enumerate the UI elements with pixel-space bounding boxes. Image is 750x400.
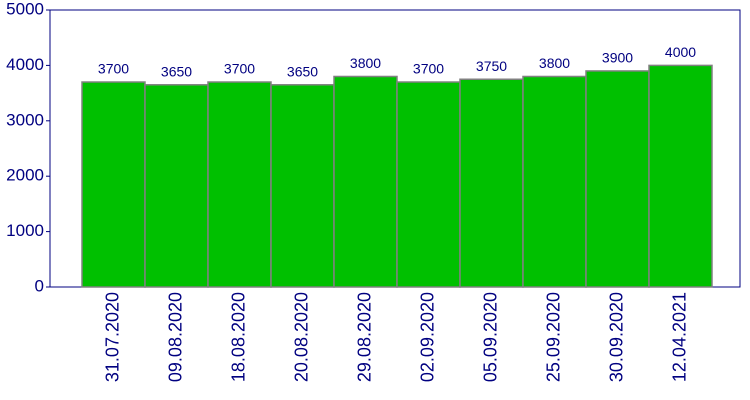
value-label: 3700 (413, 61, 444, 77)
y-tick-label: 3000 (6, 110, 44, 129)
bar (522, 75, 587, 288)
bar (144, 84, 209, 288)
bar (396, 81, 461, 288)
value-label: 3800 (350, 55, 381, 71)
x-tick-label: 20.08.2020 (291, 292, 311, 382)
x-tick-label: 18.08.2020 (228, 292, 248, 382)
value-label: 3900 (602, 50, 633, 66)
value-label: 3650 (161, 63, 192, 79)
x-tick-label: 30.09.2020 (606, 292, 626, 382)
x-tick-label: 31.07.2020 (102, 292, 122, 382)
bar (459, 78, 524, 288)
y-tick-label: 5000 (6, 0, 44, 18)
value-label: 3800 (539, 55, 570, 71)
bar (648, 64, 713, 288)
y-tick-label: 4000 (6, 55, 44, 74)
bar (81, 81, 146, 288)
x-tick-label: 29.08.2020 (354, 292, 374, 382)
x-tick-label: 12.04.2021 (669, 292, 689, 382)
x-tick-label: 02.09.2020 (417, 292, 437, 382)
y-tick-label: 0 (35, 276, 44, 295)
y-tick-label: 2000 (6, 166, 44, 185)
bar (585, 70, 650, 288)
value-label: 3700 (98, 61, 129, 77)
bar (333, 75, 398, 288)
value-label: 3650 (287, 63, 318, 79)
bar (207, 81, 272, 288)
y-tick-label: 1000 (6, 221, 44, 240)
x-tick-label: 05.09.2020 (480, 292, 500, 382)
x-tick-label: 09.08.2020 (165, 292, 185, 382)
bar (270, 84, 335, 288)
x-tick-label: 25.09.2020 (543, 292, 563, 382)
value-label: 4000 (665, 44, 696, 60)
value-label: 3750 (476, 58, 507, 74)
value-label: 3700 (224, 61, 255, 77)
